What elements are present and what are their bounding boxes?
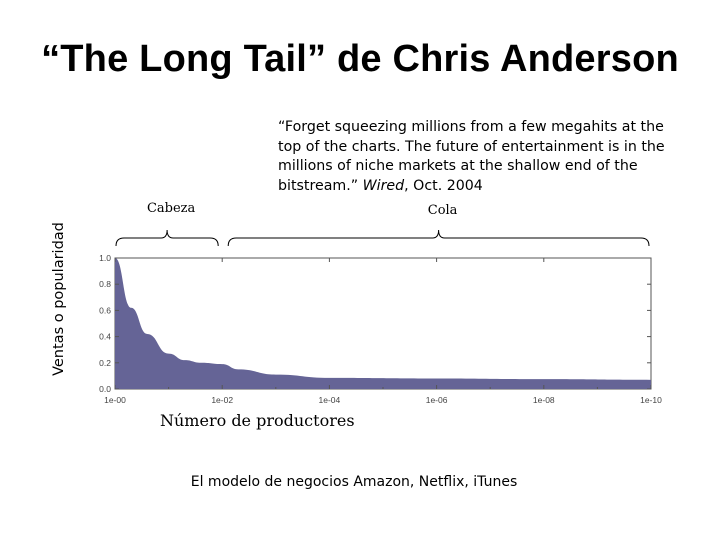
head-label: Cabeza (147, 201, 196, 216)
y-tick-label: 1.0 (99, 253, 111, 263)
y-tick-label: 0.4 (99, 332, 111, 342)
quote-text: “Forget squeezing millions from a few me… (278, 119, 665, 194)
y-tick-label: 0.2 (99, 358, 111, 368)
x-tick-label: 1e-06 (426, 395, 448, 405)
quote-block: “Forget squeezing millions from a few me… (278, 118, 678, 196)
x-tick-label: 1e-04 (319, 395, 341, 405)
footer-text: El modelo de negocios Amazon, Netflix, i… (190, 474, 518, 490)
quote-source: Wired (362, 177, 405, 194)
y-tick-label: 0.8 (99, 279, 111, 289)
quote-date: , Oct. 2004 (404, 177, 483, 194)
x-tick-label: 1e-02 (211, 395, 233, 405)
y-tick-label: 0.0 (99, 384, 111, 394)
x-tick-label: 1e-10 (640, 395, 662, 405)
y-tick-label: 0.6 (99, 305, 111, 315)
x-axis-label: Número de productores (160, 411, 355, 430)
x-tick-label: 1e-00 (104, 395, 126, 405)
x-tick-label: 1e-08 (533, 395, 555, 405)
tail-brace (227, 229, 650, 247)
slide-title: “The Long Tail” de Chris Anderson (41, 38, 679, 80)
series-area (115, 258, 651, 389)
tail-label: Cola (428, 203, 458, 218)
head-brace (115, 229, 219, 247)
footer-caption: El modelo de negocios Amazon, Netflix, i… (0, 474, 720, 490)
